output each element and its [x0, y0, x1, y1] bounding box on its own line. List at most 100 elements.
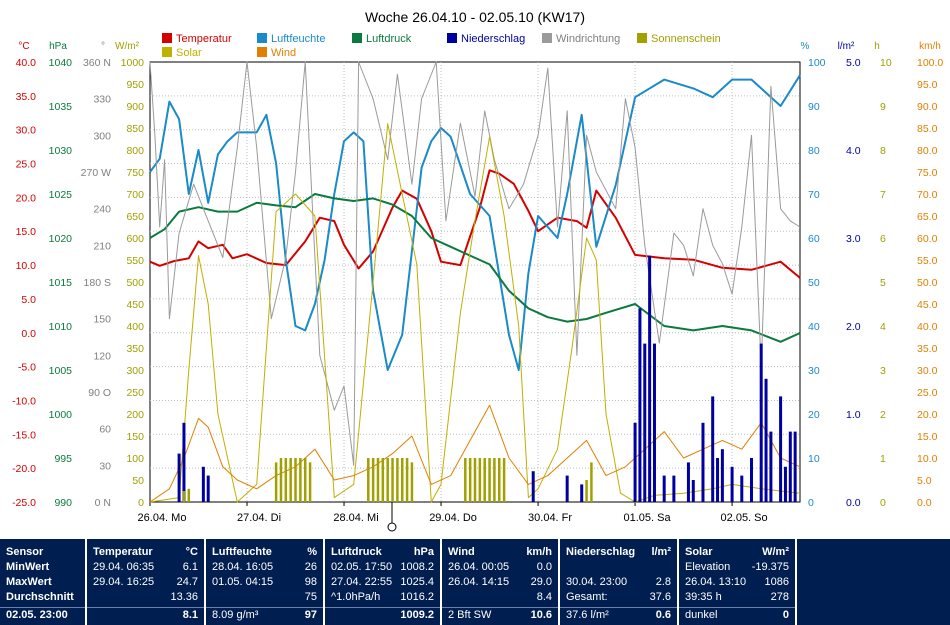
axis-tick-label: 1020: [49, 233, 73, 245]
bar: [410, 462, 414, 502]
niederschlag-total: 37.6 l/m²: [566, 609, 609, 621]
bar: [580, 484, 584, 502]
legend-swatch: [542, 33, 552, 43]
bar: [294, 458, 297, 502]
axis-tick-label: 30.0: [917, 365, 938, 377]
axis-tick-label: 3: [880, 365, 886, 377]
series-temperatur: [149, 169, 801, 279]
niederschlag-max: 2.8: [655, 576, 671, 588]
axis-unit: °: [101, 41, 105, 52]
solar-elevation-label: Elevation: [685, 561, 731, 573]
bar: [590, 462, 593, 502]
axis-tick-label: 80.0: [917, 145, 938, 157]
solar-current: 0: [782, 609, 789, 621]
axis-tick-label: 0.0: [846, 497, 861, 509]
bar: [720, 449, 724, 502]
axis-tick-label: 75.0: [917, 167, 938, 179]
temperatur-min: 6.1: [182, 561, 198, 573]
bar: [783, 466, 787, 502]
axis-tick-label: 25.0: [16, 159, 37, 171]
axis-tick-label: -10.0: [12, 395, 36, 407]
axis-tick-label: 85.0: [917, 123, 938, 135]
axis-tick-label: 300: [93, 130, 111, 142]
axis-tick-label: 5.0: [917, 475, 932, 487]
axis-tick-label: 1010: [49, 321, 73, 333]
luftfeuchte-avg: 75: [304, 591, 317, 603]
axis-tick-label: 200: [126, 409, 144, 421]
series-niederschlag: [177, 255, 797, 502]
axis-tick-label: 90 O: [88, 387, 111, 399]
bar: [565, 475, 569, 502]
wind-max: 29.0: [530, 576, 552, 588]
bar: [391, 458, 394, 502]
wind-header: Wind: [448, 546, 475, 558]
bar: [187, 488, 191, 502]
axis-tick-label: 0 N: [95, 497, 111, 509]
legend-swatch: [162, 33, 172, 43]
bar: [788, 431, 792, 502]
legend-label: Niederschlag: [461, 33, 525, 45]
bar: [405, 458, 409, 502]
axis-tick-label: 300: [126, 365, 144, 377]
axis-tick-label: 2.0: [846, 321, 861, 333]
bar: [502, 458, 506, 502]
bar: [468, 458, 472, 502]
axis-tick-label: 6: [880, 233, 886, 245]
axis-tick-label: 995: [54, 453, 72, 465]
bar: [182, 422, 186, 502]
niederschlag-current: 0.6: [655, 609, 671, 621]
sensor-header: Sensor: [6, 546, 44, 558]
luftdruck-trend: ^1.0hPa/h: [331, 591, 381, 603]
wind-min-time: 26.04. 00:05: [448, 561, 510, 573]
axis-tick-label: 0.0: [21, 328, 36, 340]
axis-tick-label: 20: [808, 409, 820, 421]
bar: [367, 458, 370, 502]
axis-tick-label: 10: [880, 57, 892, 69]
temperatur-avg: 13.36: [170, 591, 198, 603]
axis-tick-label: 8: [880, 145, 886, 157]
legend-swatch: [447, 33, 457, 43]
panel-niederschlag: Niederschlag l/m² 30.04. 23:00 2.8 Gesamt:…: [560, 539, 677, 625]
legend-swatch: [257, 33, 267, 43]
axis-tick-label: 95.0: [917, 79, 938, 91]
axis-unit: hPa: [49, 41, 67, 52]
bar: [652, 343, 656, 502]
bar: [274, 462, 278, 502]
bar: [740, 475, 744, 502]
axis-tick-label: 0: [808, 497, 814, 509]
axis-tick-label: 850: [126, 123, 144, 135]
niederschlag-unit: l/m²: [651, 546, 671, 558]
axis-tick-label: 100: [126, 453, 144, 465]
stats-table: Sensor MinWert MaxWert Durchschnitt 02.0…: [0, 539, 950, 625]
bar: [672, 475, 676, 502]
axis-unit: h: [874, 41, 880, 52]
axis-tick-label: 500: [126, 277, 144, 289]
wind-bft: 2 Bft SW: [448, 609, 492, 621]
axis-tick-label: 150: [93, 314, 111, 326]
axis-tick-label: 20.0: [16, 192, 37, 204]
axis-tick-label: 990: [54, 497, 72, 509]
bar: [716, 458, 720, 502]
axis-tick-label: 80: [808, 145, 820, 157]
time-cursor-marker: [387, 522, 397, 532]
bar: [638, 308, 642, 502]
axis-tick-label: 30: [99, 460, 111, 472]
wind-current: 10.6: [530, 609, 552, 621]
axis-tick-label: 400: [126, 321, 144, 333]
legend-swatch: [352, 33, 362, 43]
plot-area: [149, 61, 801, 503]
axis-tick-label: 50.0: [917, 277, 938, 289]
axis-tick-label: 50: [132, 475, 144, 487]
axis-tick-label: 55.0: [917, 255, 938, 267]
bar: [643, 343, 647, 502]
series-wind: [149, 404, 801, 503]
axis-tick-label: 5.0: [21, 294, 36, 306]
axis-tick-label: 360 N: [83, 57, 111, 69]
bar: [483, 458, 486, 502]
bar: [701, 422, 705, 502]
axis-tick-label: 35.0: [917, 343, 938, 355]
x-tick-label: 28.04. Mi: [333, 512, 378, 524]
axis-tick-label: 9: [880, 101, 886, 113]
temperatur-max: 24.7: [176, 576, 198, 588]
axis-tick-label: 2: [880, 409, 886, 421]
